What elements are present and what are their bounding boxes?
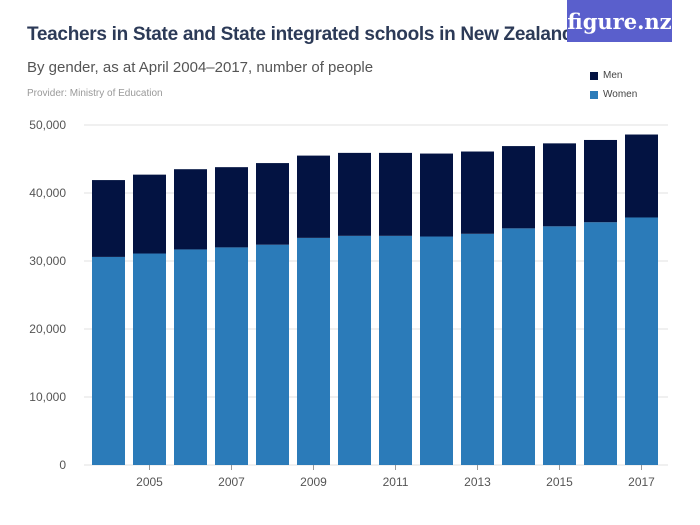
x-tick-label: 2015 xyxy=(546,475,573,489)
bar-women-2008 xyxy=(256,244,289,465)
bar-women-2016 xyxy=(584,222,617,465)
bar-men-2008 xyxy=(256,163,289,245)
bar-men-2017 xyxy=(625,134,658,218)
y-tick-label: 40,000 xyxy=(29,186,66,200)
bar-women-2007 xyxy=(215,247,248,465)
bar-men-2010 xyxy=(338,152,371,236)
bar-women-2013 xyxy=(461,233,494,465)
bar-women-2012 xyxy=(420,236,453,465)
bar-men-2014 xyxy=(502,146,535,229)
bar-men-2009 xyxy=(297,155,330,238)
bar-men-2006 xyxy=(174,169,207,250)
bar-women-2009 xyxy=(297,237,330,465)
provider-note: Provider: Ministry of Education xyxy=(27,88,163,99)
legend-item-women: Women xyxy=(590,89,637,100)
chart-title: Teachers in State and State integrated s… xyxy=(27,24,574,45)
y-tick-label: 30,000 xyxy=(29,254,66,268)
bar-women-2017 xyxy=(625,217,658,465)
bar-women-2004 xyxy=(92,256,125,465)
legend-swatch-men xyxy=(590,71,598,80)
bar-men-2013 xyxy=(461,151,494,234)
x-tick-label: 2009 xyxy=(300,475,327,489)
legend-item-men: Men xyxy=(590,70,622,81)
bar-women-2015 xyxy=(543,226,576,465)
x-tick-label: 2013 xyxy=(464,475,491,489)
bar-men-2012 xyxy=(420,153,453,237)
x-tick-label: 2011 xyxy=(383,475,409,489)
bar-men-2004 xyxy=(92,180,125,257)
x-tick-label: 2007 xyxy=(218,475,245,489)
y-tick-label: 50,000 xyxy=(29,118,66,132)
x-tick-label: 2017 xyxy=(628,475,655,489)
bar-women-2011 xyxy=(379,235,412,465)
x-tick-label: 2005 xyxy=(136,475,163,489)
bar-men-2011 xyxy=(379,152,412,236)
bar-women-2006 xyxy=(174,249,207,465)
figure-nz-logo[interactable]: figure.nz xyxy=(567,0,672,42)
chart-subtitle: By gender, as at April 2004–2017, number… xyxy=(27,59,374,76)
bar-men-2015 xyxy=(543,143,576,227)
legend-label-men: Men xyxy=(603,70,623,81)
bar-women-2014 xyxy=(502,228,535,465)
legend-label-women: Women xyxy=(603,89,638,100)
y-tick-label: 10,000 xyxy=(29,390,66,404)
y-tick-label: 0 xyxy=(59,458,66,472)
y-tick-label: 20,000 xyxy=(29,322,66,336)
legend-swatch-women xyxy=(590,90,598,99)
bar-women-2005 xyxy=(133,253,166,465)
bar-men-2005 xyxy=(133,174,166,254)
bar-men-2007 xyxy=(215,167,248,248)
bar-women-2010 xyxy=(338,235,371,465)
bar-men-2016 xyxy=(584,139,617,223)
